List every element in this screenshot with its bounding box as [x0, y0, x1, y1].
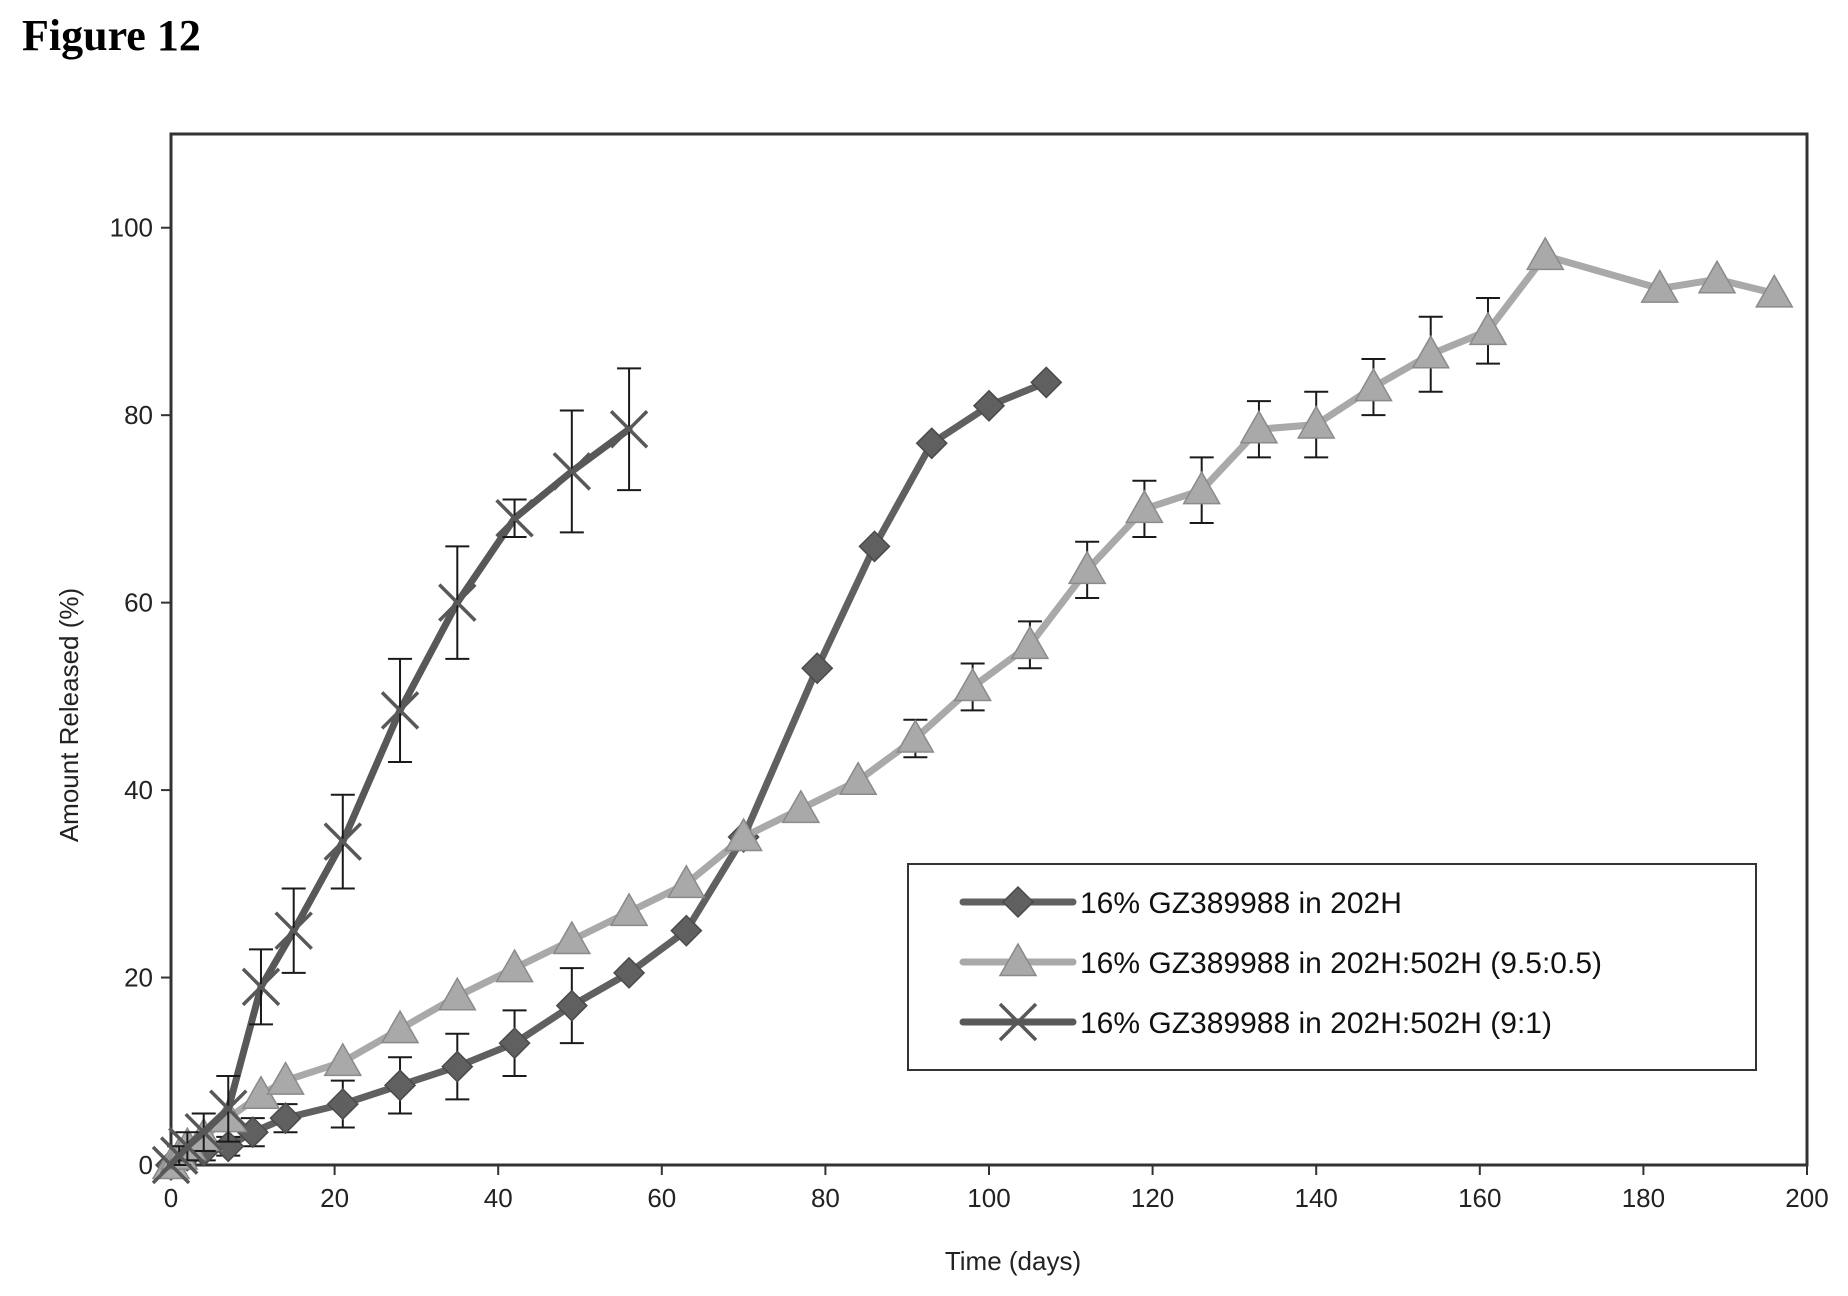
legend-label: 16% GZ389988 in 202H	[1080, 887, 1402, 920]
data-point	[1411, 334, 1451, 369]
x-tick-label: 60	[647, 1183, 676, 1213]
data-point	[326, 1088, 359, 1121]
x-tick-label: 40	[484, 1183, 513, 1213]
y-tick-label: 100	[110, 213, 153, 243]
x-tick-label: 140	[1295, 1183, 1338, 1213]
data-point	[1296, 405, 1336, 439]
data-point	[323, 822, 363, 861]
x-tick-label: 0	[164, 1183, 178, 1213]
data-point	[438, 583, 477, 622]
legend-entry-2: 16% GZ389988 in 202H:502H (9.5:0.5)	[959, 942, 1602, 980]
data-point	[781, 789, 821, 824]
legend-label: 16% GZ389988 in 202H:502H (9:1)	[1080, 1007, 1552, 1040]
x-axis-title: Time (days)	[945, 1246, 1081, 1276]
data-point	[838, 761, 878, 795]
data-point	[555, 989, 588, 1022]
data-point	[209, 1089, 248, 1128]
legend-entry-3: 16% GZ389988 in 202H:502H (9:1)	[959, 1002, 1552, 1042]
data-point	[1239, 409, 1279, 444]
data-point	[438, 976, 477, 1011]
legend: 16% GZ389988 in 202H 16% GZ389988 in 202H…	[907, 863, 1757, 1071]
data-point	[269, 1102, 302, 1135]
data-point	[266, 1061, 305, 1095]
y-tick-label: 20	[124, 963, 153, 993]
data-point	[1030, 366, 1063, 399]
data-point	[1697, 259, 1737, 294]
legend-box	[907, 863, 1757, 1071]
data-point	[380, 1009, 420, 1044]
data-point	[613, 956, 646, 989]
data-point	[1525, 236, 1565, 271]
data-point	[1125, 489, 1164, 524]
series-3	[151, 367, 649, 1185]
data-point	[552, 920, 592, 955]
data-point	[858, 530, 891, 563]
x-tick-label: 180	[1622, 1183, 1665, 1213]
y-axis-title: Amount Released (%)	[54, 588, 84, 842]
x-tick-label: 160	[1458, 1183, 1501, 1213]
x-tick-label: 100	[967, 1183, 1010, 1213]
x-tick-label: 120	[1131, 1183, 1174, 1213]
data-point	[241, 967, 281, 1007]
data-point	[1067, 550, 1107, 585]
data-point	[380, 691, 420, 730]
data-point	[1182, 470, 1221, 505]
data-point	[552, 452, 592, 491]
data-point	[1754, 273, 1794, 308]
data-point	[498, 1027, 531, 1060]
series-line	[167, 425, 633, 1169]
data-point	[495, 499, 534, 538]
data-point	[1010, 625, 1050, 660]
series-layer	[151, 236, 1794, 1185]
data-point	[670, 914, 703, 947]
data-point	[1640, 269, 1680, 303]
x-tick-label: 20	[320, 1183, 349, 1213]
axis-ticks: 0 20 40 60 80 100 120 140 160 180 200 0 20 40 60 80 100	[110, 213, 1829, 1213]
data-point	[667, 864, 706, 899]
x-tick-label: 80	[811, 1183, 840, 1213]
data-point	[953, 667, 992, 702]
legend-label: 16% GZ389988 in 202H:502H (9.5:0.5)	[1080, 947, 1602, 980]
data-point	[323, 1042, 363, 1077]
figure-label: Figure 12	[22, 11, 201, 60]
data-point	[609, 410, 649, 449]
y-tick-label: 60	[124, 588, 153, 618]
data-point	[383, 1069, 417, 1102]
legend-swatch-marker	[998, 942, 1038, 977]
data-point	[972, 389, 1006, 422]
data-point	[724, 817, 763, 852]
data-point	[495, 948, 534, 983]
legend-swatch-marker	[1001, 885, 1035, 919]
x-tick-label: 200	[1785, 1183, 1828, 1213]
data-point	[609, 892, 649, 927]
y-tick-label: 0	[139, 1150, 153, 1180]
data-point	[801, 652, 834, 685]
data-point	[896, 719, 935, 753]
y-tick-label: 80	[124, 400, 153, 430]
data-point	[1354, 367, 1393, 402]
y-tick-label: 40	[124, 775, 153, 805]
legend-swatch-marker	[998, 1002, 1038, 1042]
data-point	[441, 1050, 474, 1083]
legend-entry-1: 16% GZ389988 in 202H	[959, 885, 1402, 920]
data-point	[915, 427, 948, 460]
data-point	[1468, 311, 1508, 346]
data-point	[274, 911, 313, 950]
